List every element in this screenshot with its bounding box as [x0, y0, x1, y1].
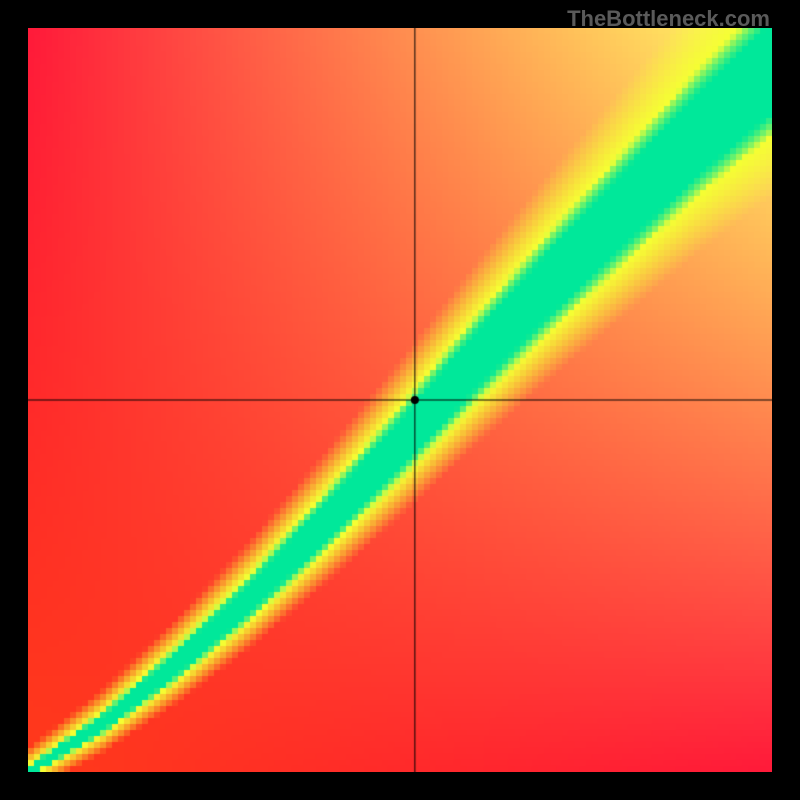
bottleneck-heatmap	[28, 28, 772, 772]
watermark-text: TheBottleneck.com	[567, 6, 770, 32]
